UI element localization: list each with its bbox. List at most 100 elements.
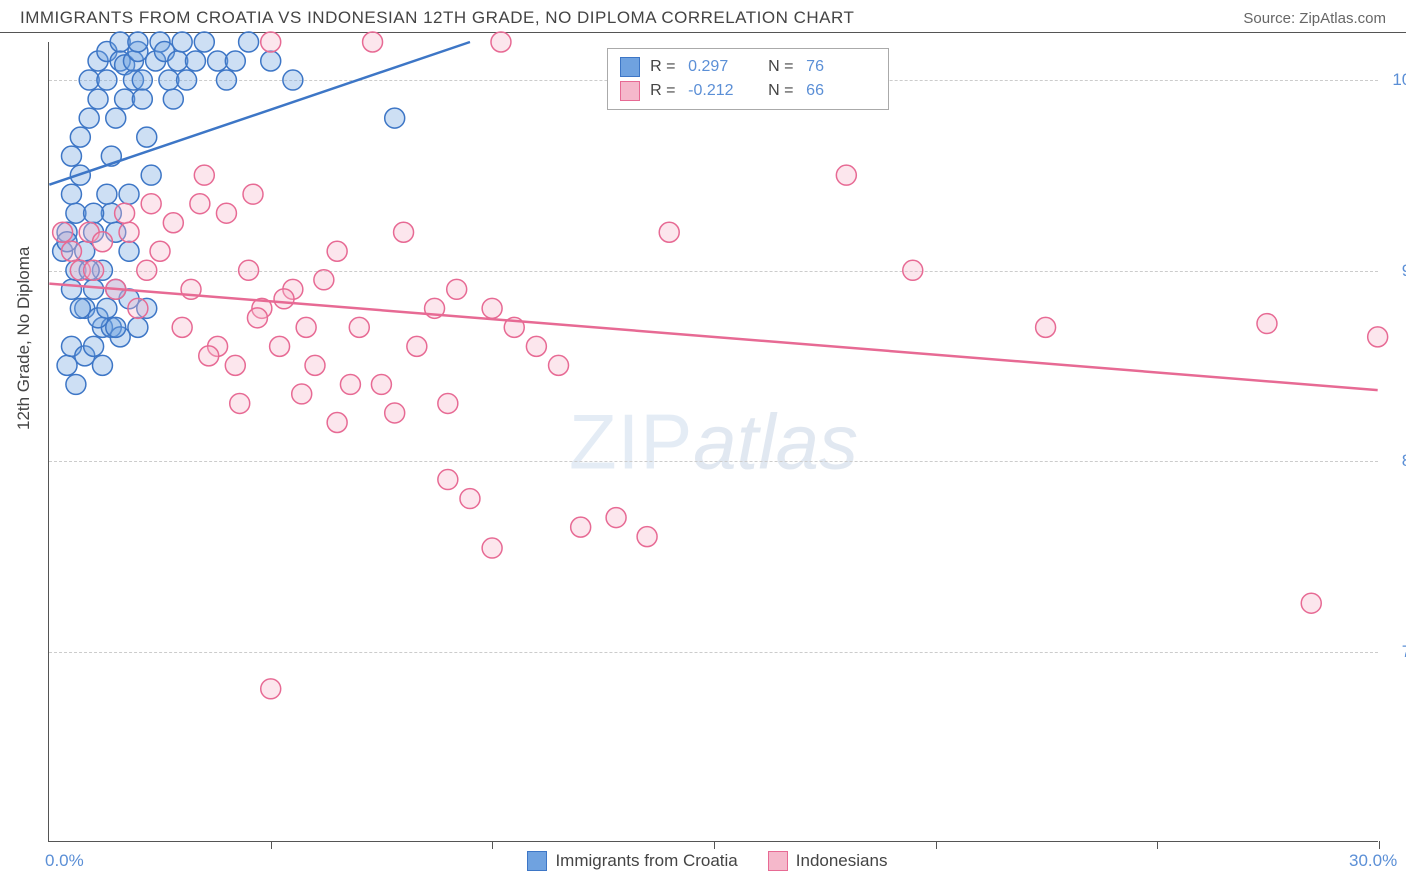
x-tick (714, 841, 715, 849)
data-point-croatia (177, 70, 197, 90)
data-point-indonesians (225, 355, 245, 375)
chart-plot-area: ZIPatlas R =0.297N =76R =-0.212N =66 Imm… (48, 42, 1378, 842)
data-point-indonesians (438, 393, 458, 413)
data-point-croatia (283, 70, 303, 90)
x-tick (271, 841, 272, 849)
data-point-croatia (385, 108, 405, 128)
data-point-croatia (66, 374, 86, 394)
data-point-indonesians (363, 32, 383, 52)
series-legend: Immigrants from CroatiaIndonesians (527, 851, 887, 871)
x-tick (936, 841, 937, 849)
data-point-indonesians (190, 194, 210, 214)
data-point-croatia (84, 203, 104, 223)
legend-stat-row: R =-0.212N =66 (620, 79, 876, 103)
data-point-indonesians (482, 298, 502, 318)
data-point-croatia (172, 32, 192, 52)
data-point-indonesians (84, 260, 104, 280)
y-tick-label: 70.0% (1390, 642, 1406, 662)
data-point-indonesians (549, 355, 569, 375)
data-point-indonesians (239, 260, 259, 280)
data-point-indonesians (194, 165, 214, 185)
data-point-indonesians (1368, 327, 1388, 347)
data-point-croatia (57, 355, 77, 375)
data-point-indonesians (371, 374, 391, 394)
data-point-croatia (106, 317, 126, 337)
data-point-croatia (137, 127, 157, 147)
source-attribution: Source: ZipAtlas.com (1243, 10, 1386, 27)
data-point-croatia (261, 51, 281, 71)
n-label: N = (768, 58, 796, 76)
data-point-indonesians (526, 336, 546, 356)
data-point-indonesians (637, 527, 657, 547)
data-point-indonesians (243, 184, 263, 204)
data-point-croatia (128, 317, 148, 337)
data-point-indonesians (119, 222, 139, 242)
data-point-croatia (61, 184, 81, 204)
data-point-indonesians (659, 222, 679, 242)
data-point-croatia (97, 184, 117, 204)
data-point-indonesians (141, 194, 161, 214)
legend-label: Indonesians (796, 851, 888, 871)
data-point-indonesians (199, 346, 219, 366)
data-point-croatia (132, 70, 152, 90)
data-point-croatia (119, 184, 139, 204)
data-point-indonesians (128, 298, 148, 318)
r-label: R = (650, 58, 678, 76)
data-point-indonesians (903, 260, 923, 280)
x-tick-label: 30.0% (1349, 851, 1397, 871)
legend-swatch (620, 57, 640, 77)
data-point-croatia (119, 241, 139, 261)
data-point-indonesians (270, 336, 290, 356)
data-point-croatia (225, 51, 245, 71)
data-point-indonesians (836, 165, 856, 185)
correlation-legend: R =0.297N =76R =-0.212N =66 (607, 48, 889, 110)
data-point-indonesians (261, 32, 281, 52)
n-value: 76 (806, 58, 876, 76)
data-point-indonesians (349, 317, 369, 337)
data-point-croatia (79, 108, 99, 128)
data-point-croatia (84, 279, 104, 299)
data-point-indonesians (571, 517, 591, 537)
data-point-indonesians (61, 241, 81, 261)
data-point-croatia (185, 51, 205, 71)
data-point-indonesians (327, 241, 347, 261)
source-value: ZipAtlas.com (1299, 10, 1386, 27)
data-point-indonesians (216, 203, 236, 223)
data-point-croatia (70, 298, 90, 318)
legend-swatch (768, 851, 788, 871)
data-point-indonesians (247, 308, 267, 328)
data-point-indonesians (261, 679, 281, 699)
data-point-indonesians (92, 232, 112, 252)
data-point-croatia (84, 336, 104, 356)
data-point-indonesians (230, 393, 250, 413)
data-point-indonesians (340, 374, 360, 394)
y-tick-label: 80.0% (1390, 451, 1406, 471)
data-point-indonesians (305, 355, 325, 375)
data-point-indonesians (1257, 314, 1277, 334)
data-point-croatia (128, 32, 148, 52)
data-point-indonesians (115, 203, 135, 223)
data-point-indonesians (1036, 317, 1056, 337)
legend-swatch (620, 81, 640, 101)
legend-stat-row: R =0.297N =76 (620, 55, 876, 79)
data-point-indonesians (314, 270, 334, 290)
data-point-croatia (106, 108, 126, 128)
data-point-indonesians (407, 336, 427, 356)
data-point-croatia (70, 127, 90, 147)
x-tick (492, 841, 493, 849)
data-point-indonesians (296, 317, 316, 337)
data-point-croatia (141, 165, 161, 185)
data-point-indonesians (447, 279, 467, 299)
data-point-croatia (194, 32, 214, 52)
source-label: Source: (1243, 10, 1295, 27)
data-point-indonesians (172, 317, 192, 337)
n-value: 66 (806, 82, 876, 100)
data-point-indonesians (491, 32, 511, 52)
legend-item: Indonesians (768, 851, 888, 871)
data-point-indonesians (163, 213, 183, 233)
data-point-indonesians (1301, 593, 1321, 613)
data-point-indonesians (385, 403, 405, 423)
data-point-croatia (132, 89, 152, 109)
x-tick (1157, 841, 1158, 849)
y-axis-label: 12th Grade, No Diploma (14, 247, 34, 430)
